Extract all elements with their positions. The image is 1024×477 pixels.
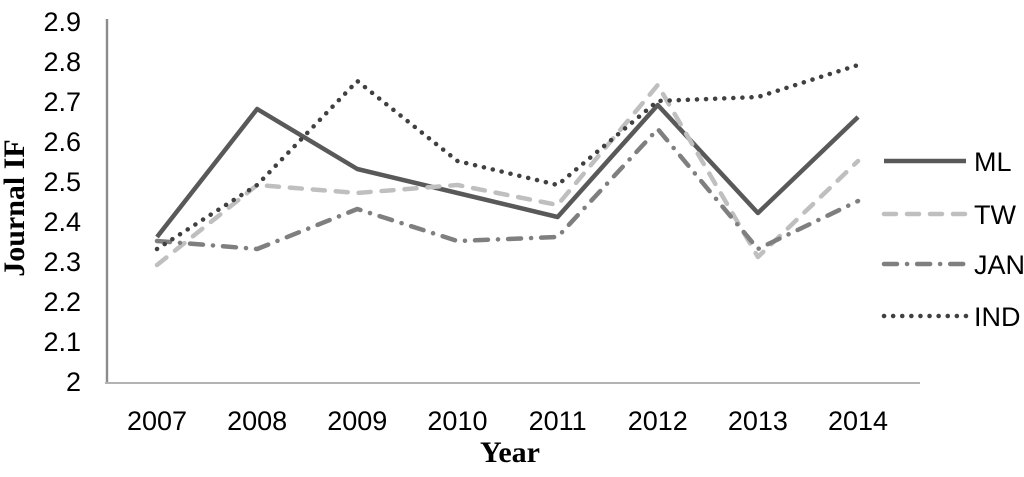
y-tick-label-2-8: 2.8 <box>43 47 81 77</box>
y-tick-label-2-1: 2.1 <box>43 327 81 357</box>
y-tick-label-2-7: 2.7 <box>43 87 81 117</box>
x-tick-label-2013: 2013 <box>728 406 788 436</box>
x-tick-label-2007: 2007 <box>127 406 187 436</box>
y-tick-label-2-4: 2.4 <box>43 207 81 237</box>
legend-label-jan: JAN <box>974 250 1024 280</box>
x-tick-label-2010: 2010 <box>427 406 487 436</box>
x-tick-label-2014: 2014 <box>828 406 888 436</box>
y-tick-label-2-3: 2.3 <box>43 247 81 277</box>
series-line-ind <box>154 62 861 252</box>
x-tick-label-2011: 2011 <box>529 406 587 436</box>
legend-label-ind: IND <box>974 302 1021 332</box>
series-line-tw <box>154 82 861 268</box>
y-tick-label-2: 2 <box>66 367 81 397</box>
series-line-jan <box>154 126 861 252</box>
y-tick-label-2-9: 2.9 <box>43 7 81 37</box>
y-tick-label-2-2: 2.2 <box>43 287 81 317</box>
y-axis-title: Journal IF <box>0 139 31 277</box>
x-tick-label-2009: 2009 <box>327 406 387 436</box>
x-axis-title: Year <box>480 436 540 469</box>
x-tick-label-2008: 2008 <box>227 406 287 436</box>
legend-label-tw: TW <box>974 200 1016 230</box>
series-line-ml <box>155 102 860 239</box>
x-tick-label-2012: 2012 <box>628 406 688 436</box>
legend-label-ml: ML <box>974 147 1012 177</box>
y-tick-label-2-5: 2.5 <box>43 167 81 197</box>
y-tick-label-2-6: 2.6 <box>43 127 81 157</box>
